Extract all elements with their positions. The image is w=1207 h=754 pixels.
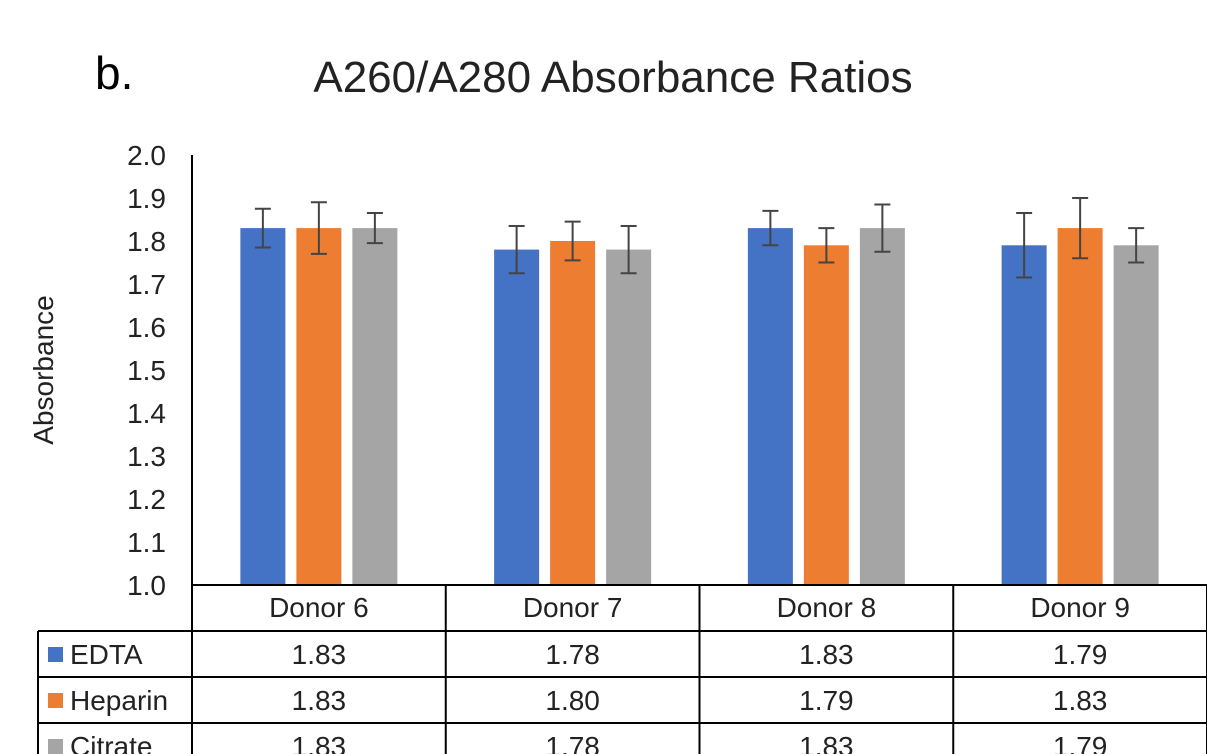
category-label: Donor 6: [269, 592, 369, 623]
bar-edta: [494, 249, 540, 585]
y-tick-label: 1.9: [127, 183, 166, 214]
panel-label: b.: [95, 47, 134, 99]
y-tick-label: 1.3: [127, 441, 166, 472]
data-label: 1.78: [545, 639, 600, 670]
bar-edta: [1001, 245, 1047, 586]
bar-edta: [747, 228, 793, 585]
data-label: 1.79: [799, 685, 854, 716]
y-tick-label: 1.6: [127, 312, 166, 343]
bar-heparin: [803, 245, 849, 586]
data-label: 1.83: [799, 731, 854, 754]
legend-swatch-citrate: [48, 739, 63, 754]
y-tick-label: 2.0: [127, 140, 166, 171]
data-label: 1.79: [1053, 731, 1108, 754]
bar-heparin: [1057, 228, 1103, 585]
legend-label: EDTA: [70, 639, 143, 670]
legend-swatch-edta: [48, 647, 63, 662]
bar-heparin: [550, 241, 596, 585]
y-tick-label: 1.7: [127, 269, 166, 300]
legend-swatch-heparin: [48, 693, 63, 708]
bar-heparin: [296, 228, 342, 585]
bar-edta: [240, 228, 286, 585]
data-label: 1.83: [292, 731, 347, 754]
bar-citrate: [606, 249, 652, 585]
y-tick-label: 1.2: [127, 484, 166, 515]
bar-citrate: [1113, 245, 1159, 586]
category-label: Donor 7: [523, 592, 623, 623]
data-label: 1.83: [1053, 685, 1108, 716]
data-label: 1.78: [545, 731, 600, 754]
category-label: Donor 8: [777, 592, 877, 623]
category-label: Donor 9: [1030, 592, 1130, 623]
data-label: 1.83: [292, 639, 347, 670]
y-tick-label: 1.4: [127, 398, 166, 429]
data-label: 1.79: [1053, 639, 1108, 670]
bar-citrate: [859, 228, 905, 585]
data-label: 1.83: [799, 639, 854, 670]
bar-citrate: [352, 228, 398, 585]
y-tick-label: 1.8: [127, 226, 166, 257]
data-label: 1.83: [292, 685, 347, 716]
y-tick-label: 1.1: [127, 527, 166, 558]
data-label: 1.80: [545, 685, 600, 716]
y-tick-label: 1.5: [127, 355, 166, 386]
legend-label: Citrate: [70, 731, 152, 754]
y-tick-label: 1.0: [127, 570, 166, 601]
legend-label: Heparin: [70, 685, 168, 716]
chart-title: A260/A280 Absorbance Ratios: [313, 53, 913, 102]
